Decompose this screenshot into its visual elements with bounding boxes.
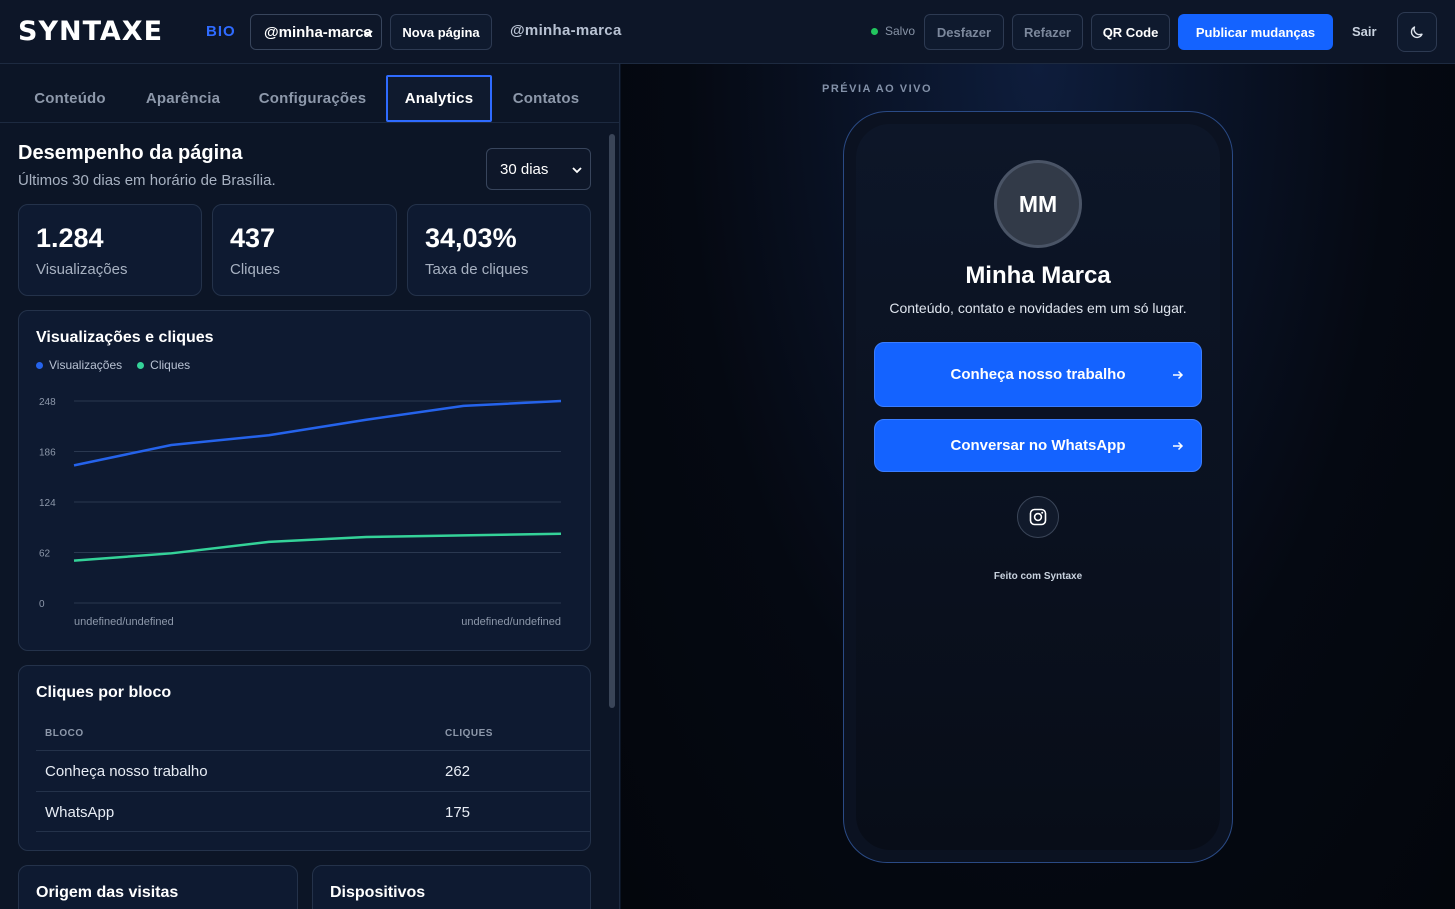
tab-aparencia[interactable]: Aparência <box>145 90 221 107</box>
series-line-views <box>73 399 562 467</box>
link-label: Conheça nosso trabalho <box>950 366 1126 383</box>
avatar: MM <box>994 160 1082 248</box>
top-bar: SYNTAXE BIO @minha-marca Nova página @mi… <box>0 0 1455 64</box>
chart-card: Visualizações e cliques Visualizações Cl… <box>18 310 591 651</box>
new-page-button[interactable]: Nova página <box>390 14 492 50</box>
tab-conteudo[interactable]: Conteúdo <box>34 90 106 107</box>
y-tick-label: 0 <box>39 599 45 610</box>
block-clicks: 175 <box>445 804 471 821</box>
kpi-label: Taxa de cliques <box>425 261 529 278</box>
tab-analytics[interactable]: Analytics <box>386 75 492 122</box>
editor-panel: Conteúdo Aparência Configurações Analyti… <box>0 64 620 909</box>
legend-dot-icon <box>137 361 145 369</box>
kpi-card-views: 1.284 Visualizações <box>18 204 202 296</box>
tab-contatos[interactable]: Contatos <box>512 90 580 107</box>
y-tick-label: 248 <box>39 397 56 408</box>
scrollbar-thumb[interactable] <box>609 134 615 708</box>
section-title: Desempenho da página <box>18 142 243 164</box>
chart-title: Visualizações e cliques <box>36 329 214 346</box>
moon-icon <box>1410 26 1423 39</box>
legend-dot-icon <box>36 361 43 369</box>
devices-card: Dispositivos <box>312 865 591 909</box>
column-header-clicks: CLIQUES <box>445 728 493 739</box>
made-with-footer: Feito com Syntaxe <box>993 571 1083 582</box>
y-tick-label: 62 <box>39 549 51 560</box>
chevron-down-icon <box>363 30 373 37</box>
arrow-right-icon <box>1173 370 1184 379</box>
publish-button[interactable]: Publicar mudanças <box>1178 14 1333 50</box>
instagram-button[interactable] <box>1017 496 1059 538</box>
line-chart: 0 62 124 186 248 undefined/undefined undefined… <box>39 397 562 628</box>
kpi-value: 34,03% <box>425 223 517 253</box>
link-button-work[interactable]: Conheça nosso trabalho <box>874 342 1202 407</box>
table-title: Cliques por bloco <box>36 684 172 701</box>
series-line-clicks <box>73 532 562 562</box>
column-header-block: BLOCO <box>45 728 84 739</box>
kpi-label: Cliques <box>230 261 281 278</box>
instagram-icon <box>1029 508 1047 526</box>
origin-card: Origem das visitas <box>18 865 298 909</box>
tab-bar: Conteúdo Aparência Configurações Analyti… <box>0 64 619 123</box>
chart-legend: Visualizações Cliques <box>36 358 190 372</box>
page-handle: @minha-marca <box>510 22 622 39</box>
theme-toggle-button[interactable] <box>1397 12 1437 52</box>
kpi-value: 437 <box>230 223 276 253</box>
undo-button[interactable]: Desfazer <box>924 14 1004 50</box>
logo[interactable]: SYNTAXE <box>18 16 164 47</box>
table-row: Conheça nosso trabalho 262 <box>36 750 591 791</box>
preview-label: PRÉVIA AO VIVO <box>822 83 933 95</box>
qr-code-button[interactable]: QR Code <box>1091 14 1170 50</box>
range-select[interactable]: 30 dias <box>486 148 591 190</box>
saved-dot-icon <box>871 27 878 35</box>
origin-title: Origem das visitas <box>36 884 179 901</box>
block-clicks-card: Cliques por bloco BLOCO CLIQUES Conheça … <box>18 665 591 851</box>
arrow-right-icon <box>1173 441 1184 450</box>
legend-item-views: Visualizações <box>36 358 122 372</box>
y-tick-label: 124 <box>39 498 56 509</box>
tab-configuracoes[interactable]: Configurações <box>258 90 367 107</box>
logout-button[interactable]: Sair <box>1352 24 1377 39</box>
table-row: WhatsApp 175 <box>36 791 591 832</box>
block-name: Conheça nosso trabalho <box>45 763 208 780</box>
live-preview-panel: PRÉVIA AO VIVO MM Minha Marca Conteúdo, … <box>621 64 1455 909</box>
link-button-whatsapp[interactable]: Conversar no WhatsApp <box>874 419 1202 472</box>
y-tick-label: 186 <box>39 448 56 459</box>
logo-suffix: BIO <box>206 23 236 40</box>
saved-status: Salvo <box>871 24 915 38</box>
kpi-card-ctr: 34,03% Taxa de cliques <box>407 204 591 296</box>
saved-label: Salvo <box>885 24 916 38</box>
block-name: WhatsApp <box>45 804 115 821</box>
x-tick-label: undefined/undefined <box>461 616 561 628</box>
range-select-value: 30 dias <box>500 160 549 178</box>
profile-bio: Conteúdo, contato e novidades em um só l… <box>889 300 1187 316</box>
link-label: Conversar no WhatsApp <box>950 437 1126 454</box>
devices-title: Dispositivos <box>330 884 426 901</box>
redo-button[interactable]: Refazer <box>1012 14 1083 50</box>
legend-item-clicks: Cliques <box>137 358 190 372</box>
profile-name: Minha Marca <box>965 262 1111 289</box>
x-tick-label: undefined/undefined <box>74 616 174 628</box>
page-select-value: @minha-marca <box>264 23 372 41</box>
kpi-card-clicks: 437 Cliques <box>212 204 397 296</box>
phone-frame: MM Minha Marca Conteúdo, contato e novid… <box>843 111 1233 863</box>
kpi-value: 1.284 <box>36 223 104 253</box>
phone-screen: MM Minha Marca Conteúdo, contato e novid… <box>856 124 1220 850</box>
page-select[interactable]: @minha-marca <box>250 14 382 50</box>
section-subtitle: Últimos 30 dias em horário de Brasília. <box>18 172 276 189</box>
block-clicks: 262 <box>445 763 471 780</box>
kpi-label: Visualizações <box>36 261 128 278</box>
chevron-down-icon <box>572 167 582 174</box>
